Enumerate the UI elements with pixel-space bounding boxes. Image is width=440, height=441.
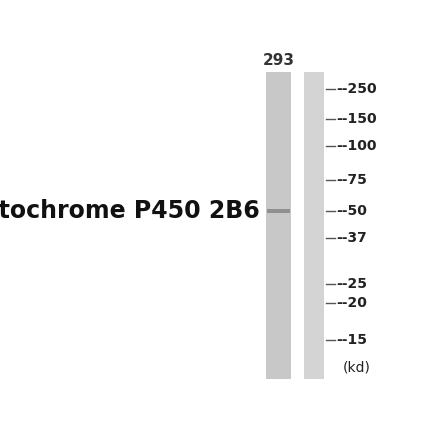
Bar — [304, 71, 324, 379]
Text: (kd): (kd) — [343, 360, 371, 374]
Text: --75: --75 — [336, 173, 367, 187]
Text: --37: --37 — [336, 231, 367, 245]
Bar — [267, 209, 290, 213]
Text: --25: --25 — [336, 277, 367, 291]
Text: --50: --50 — [336, 204, 367, 218]
Text: 293: 293 — [262, 52, 294, 67]
Text: --100: --100 — [336, 139, 377, 153]
Text: Cytochrome P450 2B6: Cytochrome P450 2B6 — [0, 199, 260, 223]
Text: --150: --150 — [336, 112, 377, 126]
Text: --15: --15 — [336, 333, 367, 347]
Text: --250: --250 — [336, 82, 377, 96]
Bar — [266, 71, 291, 379]
Text: --20: --20 — [336, 295, 367, 310]
